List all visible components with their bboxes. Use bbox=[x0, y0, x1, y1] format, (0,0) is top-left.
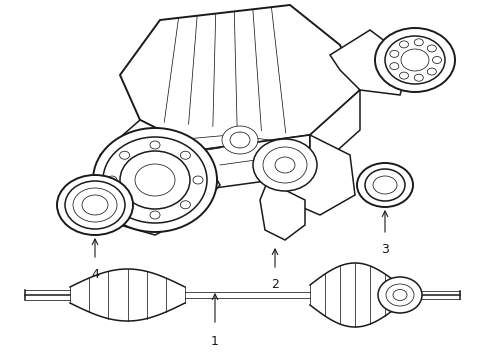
Ellipse shape bbox=[393, 289, 407, 301]
Ellipse shape bbox=[107, 176, 117, 184]
Ellipse shape bbox=[373, 176, 397, 194]
Ellipse shape bbox=[415, 39, 423, 46]
Text: 3: 3 bbox=[381, 243, 389, 256]
Ellipse shape bbox=[120, 201, 129, 209]
Ellipse shape bbox=[120, 151, 190, 209]
Ellipse shape bbox=[365, 169, 405, 201]
Ellipse shape bbox=[253, 139, 317, 191]
Ellipse shape bbox=[180, 151, 191, 159]
Ellipse shape bbox=[385, 36, 445, 84]
Ellipse shape bbox=[57, 175, 133, 235]
Ellipse shape bbox=[275, 157, 295, 173]
Ellipse shape bbox=[222, 126, 258, 154]
Text: 4: 4 bbox=[91, 268, 99, 281]
Ellipse shape bbox=[120, 151, 129, 159]
Ellipse shape bbox=[103, 137, 207, 223]
Ellipse shape bbox=[415, 74, 423, 81]
Ellipse shape bbox=[93, 128, 217, 232]
Ellipse shape bbox=[401, 49, 429, 71]
Ellipse shape bbox=[180, 201, 191, 209]
Ellipse shape bbox=[135, 164, 175, 196]
Ellipse shape bbox=[263, 147, 307, 183]
Ellipse shape bbox=[193, 176, 203, 184]
Ellipse shape bbox=[427, 45, 437, 52]
Ellipse shape bbox=[399, 72, 409, 79]
Ellipse shape bbox=[65, 181, 125, 229]
Polygon shape bbox=[270, 135, 355, 215]
Polygon shape bbox=[95, 120, 220, 235]
Polygon shape bbox=[310, 90, 360, 175]
Text: 1: 1 bbox=[211, 335, 219, 348]
Ellipse shape bbox=[375, 28, 455, 92]
Text: 2: 2 bbox=[271, 278, 279, 291]
Ellipse shape bbox=[82, 195, 108, 215]
Polygon shape bbox=[330, 30, 410, 95]
Ellipse shape bbox=[150, 141, 160, 149]
Ellipse shape bbox=[230, 132, 250, 148]
Ellipse shape bbox=[73, 188, 117, 222]
Ellipse shape bbox=[357, 163, 413, 207]
Ellipse shape bbox=[390, 50, 399, 57]
Ellipse shape bbox=[378, 277, 422, 313]
Ellipse shape bbox=[150, 211, 160, 219]
Ellipse shape bbox=[390, 63, 399, 69]
Polygon shape bbox=[260, 175, 305, 240]
Ellipse shape bbox=[399, 41, 409, 48]
Ellipse shape bbox=[433, 57, 441, 63]
Polygon shape bbox=[120, 5, 360, 150]
Polygon shape bbox=[140, 120, 310, 190]
Ellipse shape bbox=[386, 284, 414, 306]
Ellipse shape bbox=[427, 68, 437, 75]
